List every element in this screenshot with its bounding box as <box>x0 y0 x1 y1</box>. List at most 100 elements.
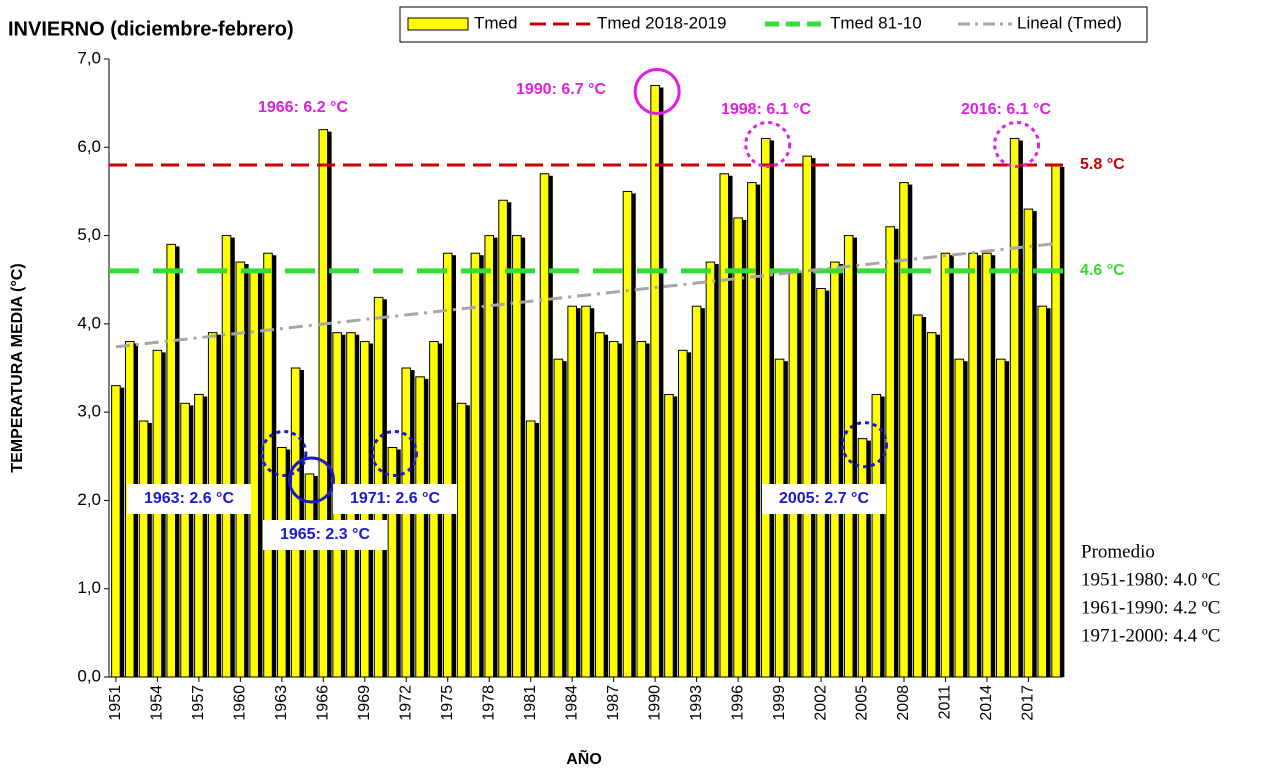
bar <box>1051 164 1061 678</box>
bar <box>442 252 453 678</box>
bar <box>982 252 992 678</box>
legend-label: Tmed 81-10 <box>830 13 922 32</box>
bar <box>387 446 398 678</box>
highlight-circle <box>287 456 335 504</box>
x-axis-title: AÑO <box>566 748 602 768</box>
y-tick-label: 7,0 <box>77 48 101 67</box>
annotation: 1966: 6.2 °C <box>258 99 348 116</box>
bar <box>954 358 965 678</box>
y-tick-label: 6,0 <box>77 137 101 156</box>
x-tick-label: 2014 <box>978 685 995 721</box>
bar <box>899 182 909 678</box>
bar <box>816 288 826 678</box>
annotation: 2005: 2.7 °C <box>779 490 869 507</box>
bar <box>595 332 605 678</box>
bar <box>194 393 204 678</box>
bar <box>622 190 633 678</box>
annotation: 1971: 2.6 °C <box>350 490 440 507</box>
bar <box>456 402 467 678</box>
note: 1951-1980: 4.0 ºC <box>1081 569 1220 590</box>
annotation: 1965: 2.3 °C <box>280 526 370 543</box>
y-tick-label: 4,0 <box>77 313 101 332</box>
bar <box>553 358 564 678</box>
x-tick-label: 2011 <box>937 685 954 720</box>
bar <box>512 235 522 678</box>
legend-label: Tmed 2018-2019 <box>597 13 726 32</box>
trend-line <box>115 242 1057 349</box>
bar <box>705 261 716 678</box>
x-tick-label: 2017 <box>1020 685 1037 721</box>
annotation-box <box>762 484 886 514</box>
bar <box>1009 137 1020 678</box>
x-tick-label: 1984 <box>563 685 580 721</box>
annotation-box <box>127 484 251 514</box>
y-tick-label: 2,0 <box>77 490 101 509</box>
annotation: 1998: 6.1 °C <box>721 101 811 118</box>
bar <box>995 358 1006 678</box>
annotation: 2016: 6.1 °C <box>961 101 1051 118</box>
bar <box>719 173 730 678</box>
bar <box>221 235 232 678</box>
annotation: 1963: 2.6 °C <box>144 490 234 507</box>
bar <box>857 438 868 678</box>
x-tick-label: 1951 <box>107 685 124 721</box>
bar <box>401 367 412 678</box>
x-tick-label: 1969 <box>356 685 373 721</box>
x-tick-label: 1966 <box>315 685 332 721</box>
bar <box>913 314 923 678</box>
annotation-box <box>263 520 387 550</box>
x-tick-label: 1978 <box>480 685 497 721</box>
y-tick-label: 1,0 <box>77 578 101 597</box>
bar <box>940 252 951 678</box>
x-tick-label: 2008 <box>895 685 912 721</box>
x-tick-label: 1993 <box>688 685 705 721</box>
annotation-box <box>333 484 457 514</box>
bar <box>774 358 785 678</box>
bar <box>235 261 246 678</box>
bar <box>539 173 550 678</box>
note: Promedio <box>1081 541 1155 562</box>
bar <box>581 305 591 678</box>
bar <box>664 393 674 678</box>
bar <box>968 252 978 678</box>
y-axis-title: TEMPERATURA MEDIA (°C) <box>9 263 26 472</box>
bar <box>525 420 536 678</box>
bar <box>1023 208 1034 678</box>
x-tick-label: 1996 <box>729 685 746 721</box>
x-tick-label: 1990 <box>646 685 663 721</box>
bar <box>304 473 315 678</box>
bar <box>802 155 813 678</box>
y-tick-label: 0,0 <box>77 666 101 685</box>
bar <box>484 235 495 678</box>
bar <box>871 393 882 678</box>
x-tick-label: 1987 <box>605 685 622 721</box>
bar <box>760 137 771 678</box>
x-tick-label: 1981 <box>522 685 539 721</box>
y-tick-label: 5,0 <box>77 225 101 244</box>
bar <box>277 446 287 678</box>
legend-label: Tmed <box>474 13 517 32</box>
x-tick-label: 1972 <box>397 685 414 721</box>
bar <box>567 305 577 678</box>
highlight-circle <box>260 429 308 477</box>
reference-label: 5.8 °C <box>1080 156 1125 173</box>
y-tick-label: 3,0 <box>77 402 101 421</box>
bar <box>608 341 619 678</box>
highlight-circle <box>993 120 1041 168</box>
bar <box>926 332 937 678</box>
x-tick-label: 2002 <box>812 685 829 721</box>
x-tick-label: 1954 <box>149 685 166 721</box>
highlight-circle <box>744 120 792 168</box>
bar <box>111 385 121 678</box>
bar <box>1037 305 1048 678</box>
bar <box>636 341 647 678</box>
bar <box>747 182 757 678</box>
highlight-circle <box>633 67 681 115</box>
bar <box>498 199 508 678</box>
note: 1971-2000: 4.4 ºC <box>1081 625 1220 646</box>
bar <box>415 376 425 678</box>
highlight-circle <box>841 421 889 469</box>
reference-label: 4.6 °C <box>1080 262 1125 279</box>
bar <box>788 270 799 678</box>
